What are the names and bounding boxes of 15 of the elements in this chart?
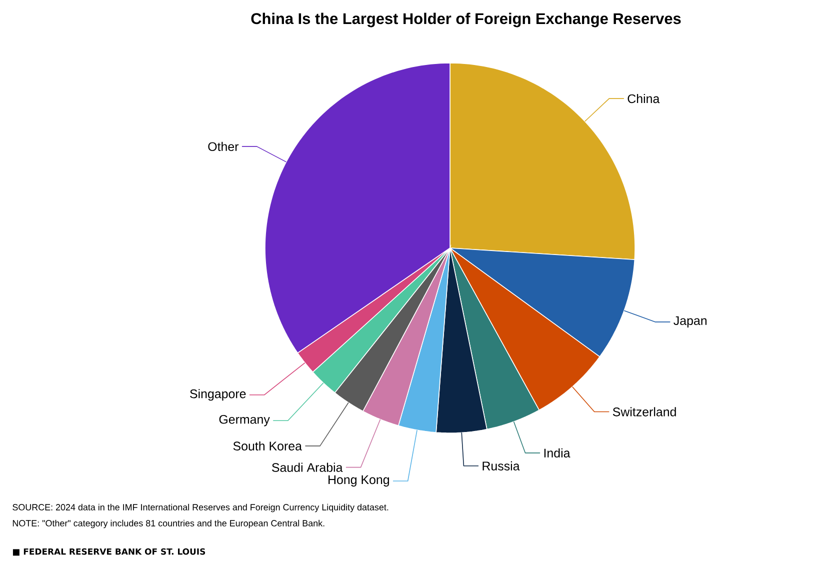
text: NOTE: "Other" category includes 81 countries and the European Central Bank.	[12, 520, 324, 528]
slice-label: Russia	[482, 461, 520, 470]
slice-label: Japan	[674, 316, 706, 328]
slice-label: Germany	[219, 414, 270, 426]
slice-label: Switzerland	[612, 407, 676, 416]
slice-label: China	[628, 94, 660, 104]
slice-label: Singapore	[190, 389, 246, 401]
slice-label: India	[544, 448, 570, 458]
slice-label: Saudi Arabia	[272, 462, 343, 472]
source-note: SOURCE: 2024 data in the IMF International Reserves and Foreign Currency Liquidity dataset.	[12, 504, 388, 512]
slice-label: Other	[208, 142, 239, 152]
chart-title: China Is the Largest Holder of Foreign Exchange Reserves	[251, 12, 681, 28]
slice-label: South Korea	[233, 441, 302, 450]
slice-label: Hong Kong	[328, 475, 389, 487]
text: ■ FEDERAL RESERVE BANK OF ST. LOUIS	[12, 548, 206, 556]
